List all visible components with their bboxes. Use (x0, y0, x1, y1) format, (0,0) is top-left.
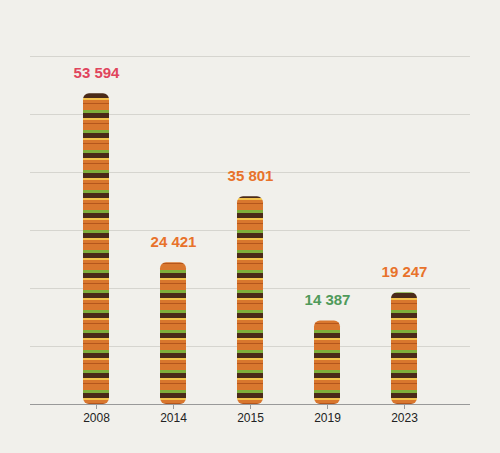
svg-text:2015: 2015 (237, 411, 264, 425)
svg-text:14 387: 14 387 (305, 291, 351, 308)
svg-text:2014: 2014 (160, 411, 187, 425)
svg-text:2023: 2023 (391, 411, 418, 425)
svg-text:2008: 2008 (83, 411, 110, 425)
svg-text:19 247: 19 247 (382, 263, 428, 280)
svg-text:2019: 2019 (314, 411, 341, 425)
svg-text:35 801: 35 801 (228, 167, 274, 184)
svg-text:53 594: 53 594 (74, 64, 121, 81)
svg-text:24 421: 24 421 (151, 233, 197, 250)
